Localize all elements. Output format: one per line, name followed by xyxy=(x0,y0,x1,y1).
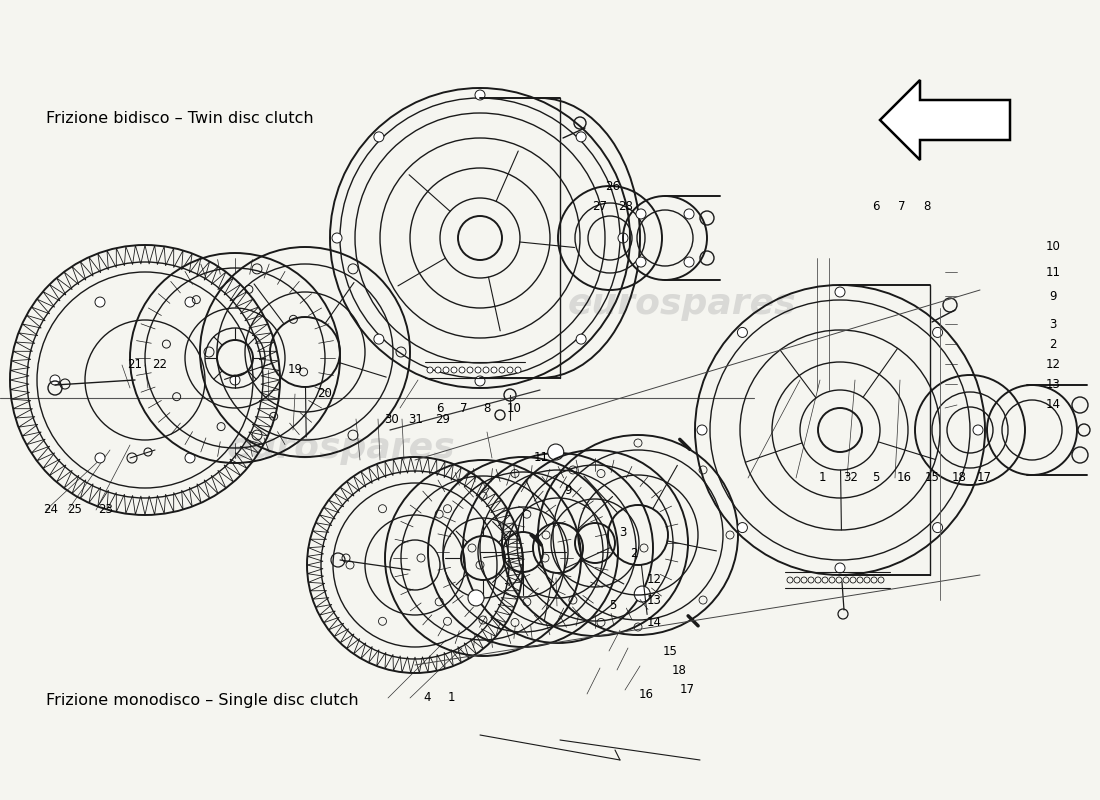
Circle shape xyxy=(499,367,505,373)
Circle shape xyxy=(491,367,497,373)
Circle shape xyxy=(507,367,513,373)
Text: 14: 14 xyxy=(1045,398,1060,411)
Circle shape xyxy=(443,367,449,373)
Circle shape xyxy=(475,90,485,100)
Text: 31: 31 xyxy=(408,413,424,426)
Text: 9: 9 xyxy=(1049,290,1056,302)
Text: 10: 10 xyxy=(506,402,521,414)
Circle shape xyxy=(737,522,747,533)
Text: 29: 29 xyxy=(434,413,450,426)
Circle shape xyxy=(576,334,586,344)
Circle shape xyxy=(515,367,521,373)
Text: 4: 4 xyxy=(424,691,430,704)
Circle shape xyxy=(374,132,384,142)
Text: 13: 13 xyxy=(1045,378,1060,390)
Text: 8: 8 xyxy=(484,402,491,414)
Text: 11: 11 xyxy=(1045,266,1060,278)
Circle shape xyxy=(95,297,104,307)
Circle shape xyxy=(427,367,433,373)
Text: 13: 13 xyxy=(647,594,662,606)
Text: 15: 15 xyxy=(924,471,939,484)
Text: 22: 22 xyxy=(152,358,167,371)
Text: 1: 1 xyxy=(820,471,826,484)
Text: 7: 7 xyxy=(461,402,468,414)
Text: Frizione bidisco – Twin disc clutch: Frizione bidisco – Twin disc clutch xyxy=(46,111,313,126)
Circle shape xyxy=(933,327,943,338)
Circle shape xyxy=(332,233,342,243)
Circle shape xyxy=(50,375,60,385)
Text: 20: 20 xyxy=(317,387,332,400)
Text: 19: 19 xyxy=(287,363,303,376)
Circle shape xyxy=(933,522,943,533)
Text: 14: 14 xyxy=(647,616,662,629)
Polygon shape xyxy=(880,80,1010,160)
Circle shape xyxy=(468,367,473,373)
Text: Frizione monodisco – Single disc clutch: Frizione monodisco – Single disc clutch xyxy=(46,693,359,707)
Circle shape xyxy=(434,367,441,373)
Circle shape xyxy=(548,444,563,460)
Circle shape xyxy=(684,209,694,219)
Circle shape xyxy=(483,367,490,373)
Text: 15: 15 xyxy=(662,645,678,658)
Circle shape xyxy=(635,586,650,602)
Text: 12: 12 xyxy=(1045,358,1060,370)
Text: 25: 25 xyxy=(67,503,82,516)
Circle shape xyxy=(468,590,484,606)
Text: 18: 18 xyxy=(952,471,967,484)
Text: 16: 16 xyxy=(638,688,653,701)
Text: 32: 32 xyxy=(843,471,858,484)
Circle shape xyxy=(636,257,646,267)
Text: 6: 6 xyxy=(437,402,443,414)
Circle shape xyxy=(618,233,628,243)
Text: 30: 30 xyxy=(384,413,399,426)
Text: 12: 12 xyxy=(647,573,662,586)
Text: 27: 27 xyxy=(592,200,607,213)
Text: 5: 5 xyxy=(872,471,879,484)
Text: 1: 1 xyxy=(448,691,454,704)
Circle shape xyxy=(974,425,983,435)
Circle shape xyxy=(95,453,104,463)
Circle shape xyxy=(576,132,586,142)
Circle shape xyxy=(185,297,195,307)
Circle shape xyxy=(451,367,456,373)
Text: 2: 2 xyxy=(1049,338,1056,350)
Text: 11: 11 xyxy=(534,451,549,464)
Text: 9: 9 xyxy=(564,484,571,497)
Text: 6: 6 xyxy=(872,200,879,213)
Circle shape xyxy=(374,334,384,344)
Text: 8: 8 xyxy=(924,200,931,213)
Circle shape xyxy=(475,367,481,373)
Text: eurospares: eurospares xyxy=(568,287,796,321)
Text: 17: 17 xyxy=(680,683,695,696)
Text: 5: 5 xyxy=(609,599,616,612)
Circle shape xyxy=(697,425,707,435)
Circle shape xyxy=(835,287,845,297)
Text: 16: 16 xyxy=(896,471,912,484)
Text: 17: 17 xyxy=(977,471,992,484)
Text: 3: 3 xyxy=(1049,318,1056,330)
Circle shape xyxy=(835,563,845,573)
Text: eurospares: eurospares xyxy=(227,431,455,465)
Text: 7: 7 xyxy=(899,200,905,213)
Circle shape xyxy=(684,257,694,267)
Text: 24: 24 xyxy=(43,503,58,516)
Circle shape xyxy=(185,453,195,463)
Text: 10: 10 xyxy=(1045,240,1060,253)
Text: 21: 21 xyxy=(126,358,142,371)
Circle shape xyxy=(737,327,747,338)
Circle shape xyxy=(230,375,240,385)
Text: 18: 18 xyxy=(671,664,686,677)
Text: 26: 26 xyxy=(605,180,620,193)
Text: 23: 23 xyxy=(98,503,113,516)
Circle shape xyxy=(636,209,646,219)
Circle shape xyxy=(459,367,465,373)
Text: 3: 3 xyxy=(619,526,626,539)
Text: 28: 28 xyxy=(618,200,634,213)
Text: 2: 2 xyxy=(630,547,637,560)
Circle shape xyxy=(475,376,485,386)
